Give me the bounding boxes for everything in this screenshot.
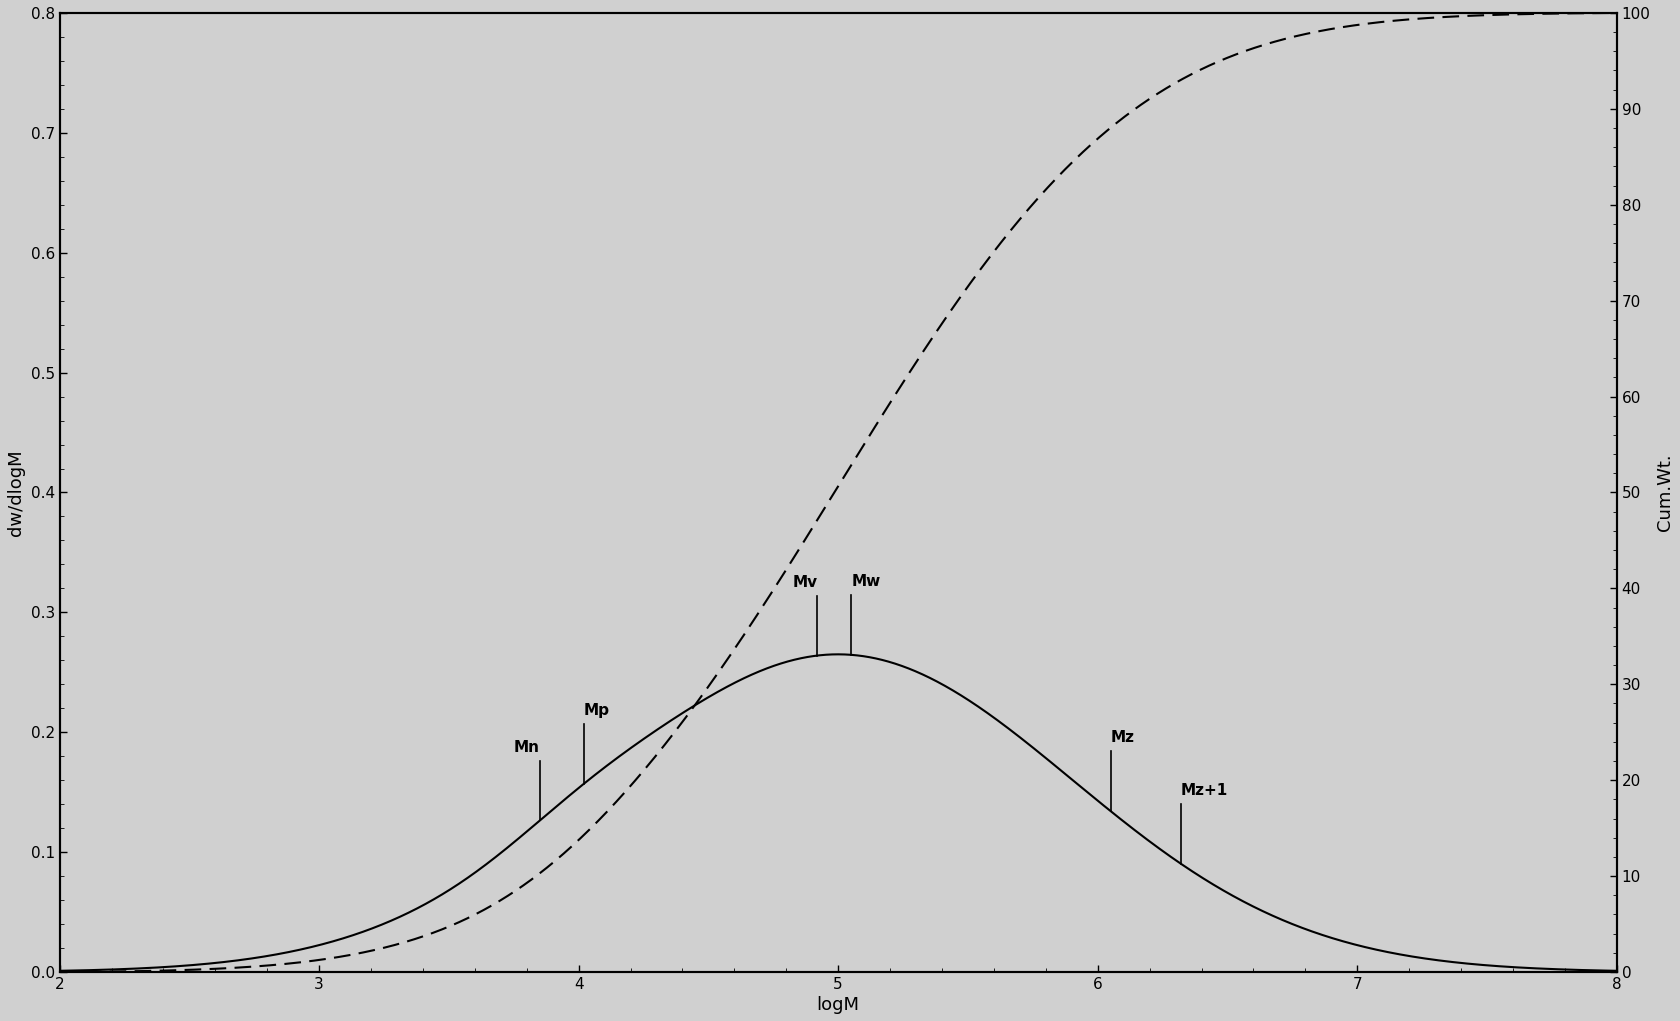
Y-axis label: dw/dlogM: dw/dlogM [7, 449, 25, 536]
Text: Mz+1: Mz+1 [1179, 783, 1228, 797]
Text: Mp: Mp [583, 702, 610, 718]
Y-axis label: Cum.Wt.: Cum.Wt. [1655, 453, 1673, 531]
Text: Mw: Mw [850, 574, 880, 589]
Text: Mn: Mn [514, 739, 539, 755]
X-axis label: logM: logM [816, 996, 858, 1014]
Text: Mz: Mz [1110, 730, 1134, 745]
Text: Mv: Mv [791, 575, 816, 589]
